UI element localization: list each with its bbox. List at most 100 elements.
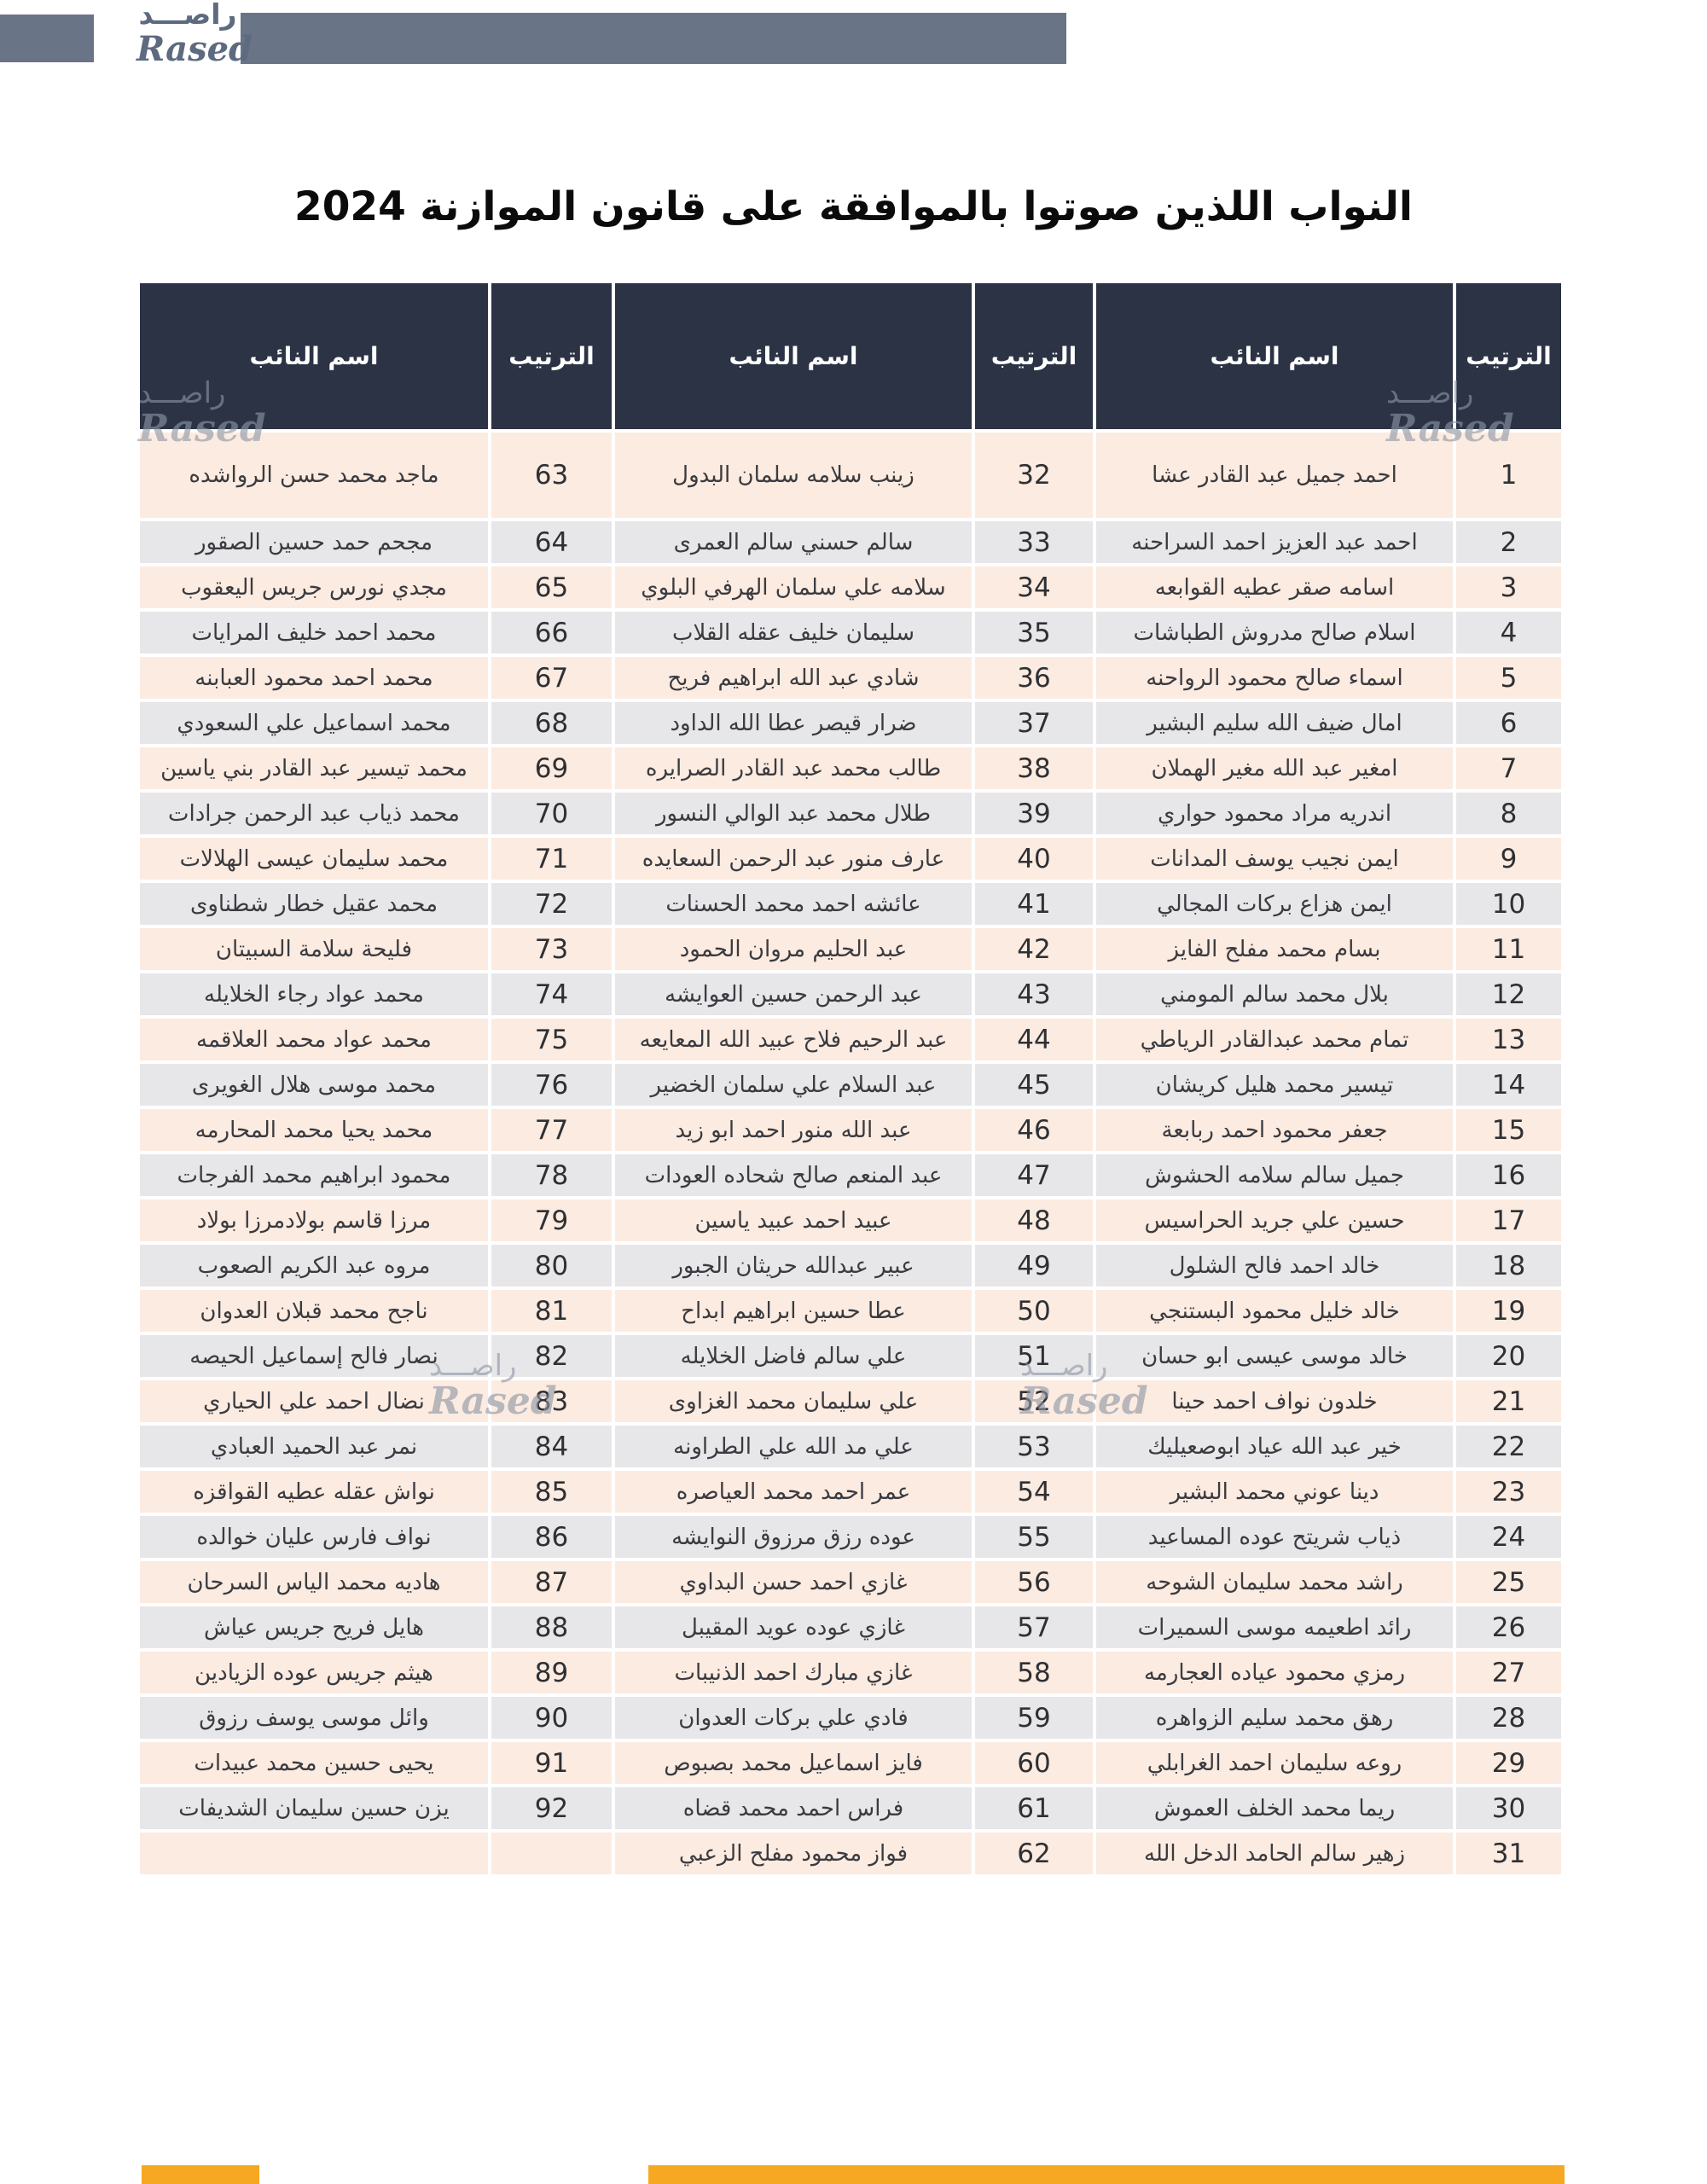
mp-name-cell: سليمان خليف عقله القلاب (613, 610, 973, 655)
mp-name-cell: علي سليمان محمد الغزاوى (613, 1379, 973, 1424)
mp-rank-cell: 31 (1454, 1831, 1563, 1876)
mp-name-cell: مجدي نورس جريس اليعقوب (138, 565, 490, 610)
mp-rank-cell: 39 (973, 791, 1094, 836)
table-row: فواز محمود مفلح الزعبي 62 زهير سالم الحامد… (138, 1831, 1563, 1876)
mp-name-cell: نصار فالح إسماعيل الحيصه (138, 1333, 490, 1379)
mp-rank-cell: 50 (973, 1288, 1094, 1333)
mp-rank-cell: 32 (973, 431, 1094, 520)
mp-name-cell: عبد الحليم مروان الحمود (613, 926, 973, 972)
mp-rank-cell: 91 (490, 1740, 613, 1786)
mp-votes-table: اسم النائب الترتيب اسم النائب الترتيب اس… (138, 282, 1563, 1876)
mp-name-cell: عبد السلام علي سلمان الخضير (613, 1062, 973, 1107)
mp-rank-cell: 76 (490, 1062, 613, 1107)
mp-rank-cell: 75 (490, 1017, 613, 1062)
mp-name-cell: نمر عبد الحميد العبادي (138, 1424, 490, 1469)
mp-name-cell: خالد موسى عيسى ابو حسان (1094, 1333, 1454, 1379)
table-row: مرزا قاسم بولادمرزا بولاد 79 عبيد احمد عبي… (138, 1198, 1563, 1243)
mp-rank-cell: 68 (490, 700, 613, 746)
mp-rank-cell: 35 (973, 610, 1094, 655)
mp-rank-cell: 17 (1454, 1198, 1563, 1243)
mp-name-cell: نضال احمد علي الحياري (138, 1379, 490, 1424)
mp-rank-cell: 24 (1454, 1514, 1563, 1560)
mp-rank-cell: 45 (973, 1062, 1094, 1107)
mp-name-cell: دينا عوني محمد البشير (1094, 1469, 1454, 1514)
mp-rank-cell: 2 (1454, 520, 1563, 565)
mp-rank-cell: 90 (490, 1695, 613, 1740)
mp-rank-cell: 19 (1454, 1288, 1563, 1333)
table-row: يزن حسين سليمان الشديفات 92 فراس احمد محمد… (138, 1786, 1563, 1831)
mp-name-cell: هايل فريح جريس عياش (138, 1605, 490, 1650)
mp-rank-cell: 43 (973, 972, 1094, 1017)
mp-rank-cell: 62 (973, 1831, 1094, 1876)
mp-rank-cell: 81 (490, 1288, 613, 1333)
mp-name-cell: رمزي محمود عياده العجارمه (1094, 1650, 1454, 1695)
mp-name-cell: مرزا قاسم بولادمرزا بولاد (138, 1198, 490, 1243)
table-row: مروه عبد الكريم الصعوب 80 عبير عبدالله حري… (138, 1243, 1563, 1288)
mp-rank-cell: 73 (490, 926, 613, 972)
mp-rank-cell: 1 (1454, 431, 1563, 520)
footer-accent-bar-left (142, 2165, 259, 2184)
mp-name-cell: بلال محمد سالم المومني (1094, 972, 1454, 1017)
mp-rank-cell: 7 (1454, 746, 1563, 791)
mp-name-cell: عبد المنعم صالح شحاده العودات (613, 1153, 973, 1198)
mp-rank-cell: 63 (490, 431, 613, 520)
mp-name-cell: راشد محمد سليمان الشوحه (1094, 1560, 1454, 1605)
mp-name-cell: محمد عواد محمد العلاقمه (138, 1017, 490, 1062)
mp-rank-cell: 67 (490, 655, 613, 700)
mp-rank-cell: 6 (1454, 700, 1563, 746)
mp-rank-cell: 15 (1454, 1107, 1563, 1153)
mp-rank-cell: 23 (1454, 1469, 1563, 1514)
mp-name-cell: غازي عوده عويد المقيبل (613, 1605, 973, 1650)
table-row: يحيى حسين محمد عبيدات 91 فايز اسماعيل محمد… (138, 1740, 1563, 1786)
mp-rank-cell: 14 (1454, 1062, 1563, 1107)
mp-name-cell: تمام محمد عبدالقادر الرياطي (1094, 1017, 1454, 1062)
rased-logo-latin: Rased (136, 29, 253, 69)
mp-rank-cell: 84 (490, 1424, 613, 1469)
mp-name-cell: ايمن هزاع بركات المجالي (1094, 881, 1454, 926)
brand-bar-left (0, 15, 94, 62)
mp-name-cell: اسامه صقر عطيه القوابعه (1094, 565, 1454, 610)
table-row: محمود ابراهيم محمد الفرجات 78 عبد المنعم ص… (138, 1153, 1563, 1198)
mp-name-cell: وائل موسى يوسف رزوق (138, 1695, 490, 1740)
mp-rank-cell: 38 (973, 746, 1094, 791)
mp-name-cell: مروه عبد الكريم الصعوب (138, 1243, 490, 1288)
mp-name-cell: عبد الرحمن حسين العوايشه (613, 972, 973, 1017)
mp-rank-cell: 9 (1454, 836, 1563, 881)
table-row: محمد احمد خليف المرايات 66 سليمان خليف عقل… (138, 610, 1563, 655)
mp-name-cell: فادي علي بركات العدوان (613, 1695, 973, 1740)
table-row: محمد يحيا محمد المحارمه 77 عبد الله منور ا… (138, 1107, 1563, 1153)
table-row: نضال احمد علي الحياري 83 علي سليمان محمد ا… (138, 1379, 1563, 1424)
mp-rank-cell: 30 (1454, 1786, 1563, 1831)
table-row: وائل موسى يوسف رزوق 90 فادي علي بركات العد… (138, 1695, 1563, 1740)
mp-rank-cell: 80 (490, 1243, 613, 1288)
mp-rank-cell: 54 (973, 1469, 1094, 1514)
mp-rank-cell: 52 (973, 1379, 1094, 1424)
mp-rank-cell: 34 (973, 565, 1094, 610)
mp-name-cell: محمد موسى هلال الغويرى (138, 1062, 490, 1107)
mp-rank-cell: 57 (973, 1605, 1094, 1650)
rased-logo-arabic: راصـــد (138, 0, 237, 31)
mp-name-cell: محمد سليمان عيسى الهلالات (138, 836, 490, 881)
mp-rank-cell: 40 (973, 836, 1094, 881)
table-row: ناجح محمد قبلان العدوان 81 عطا حسين ابراهي… (138, 1288, 1563, 1333)
mp-rank-cell: 53 (973, 1424, 1094, 1469)
table-row: محمد تيسير عبد القادر بني ياسين 69 طالب مح… (138, 746, 1563, 791)
mp-name-cell: حسين علي جريد الحراسيس (1094, 1198, 1454, 1243)
mp-rank-cell: 12 (1454, 972, 1563, 1017)
mp-rank-cell: 65 (490, 565, 613, 610)
mp-rank-cell: 36 (973, 655, 1094, 700)
mp-rank-cell: 26 (1454, 1605, 1563, 1650)
column-header-name: اسم النائب (1094, 282, 1454, 431)
mp-name-cell: اندريه مراد محمود حواري (1094, 791, 1454, 836)
mp-name-cell: هيثم جريس عوده الزيادين (138, 1650, 490, 1695)
table-row: هايل فريح جريس عياش 88 غازي عوده عويد المق… (138, 1605, 1563, 1650)
table-row: محمد ذياب عبد الرحمن جرادات 70 طلال محمد ع… (138, 791, 1563, 836)
table-row: هاديه محمد الياس السرحان 87 غازي احمد حسن … (138, 1560, 1563, 1605)
mp-name-cell: محمد ذياب عبد الرحمن جرادات (138, 791, 490, 836)
table-row: هيثم جريس عوده الزيادين 89 غازي مبارك احمد… (138, 1650, 1563, 1695)
mp-name-cell: نواف فارس عليان خوالده (138, 1514, 490, 1560)
mp-name-cell: شادي عبد الله ابراهيم فريح (613, 655, 973, 700)
mp-rank-cell: 77 (490, 1107, 613, 1153)
mp-rank-cell: 70 (490, 791, 613, 836)
mp-name-cell: خالد احمد فالح الشلول (1094, 1243, 1454, 1288)
